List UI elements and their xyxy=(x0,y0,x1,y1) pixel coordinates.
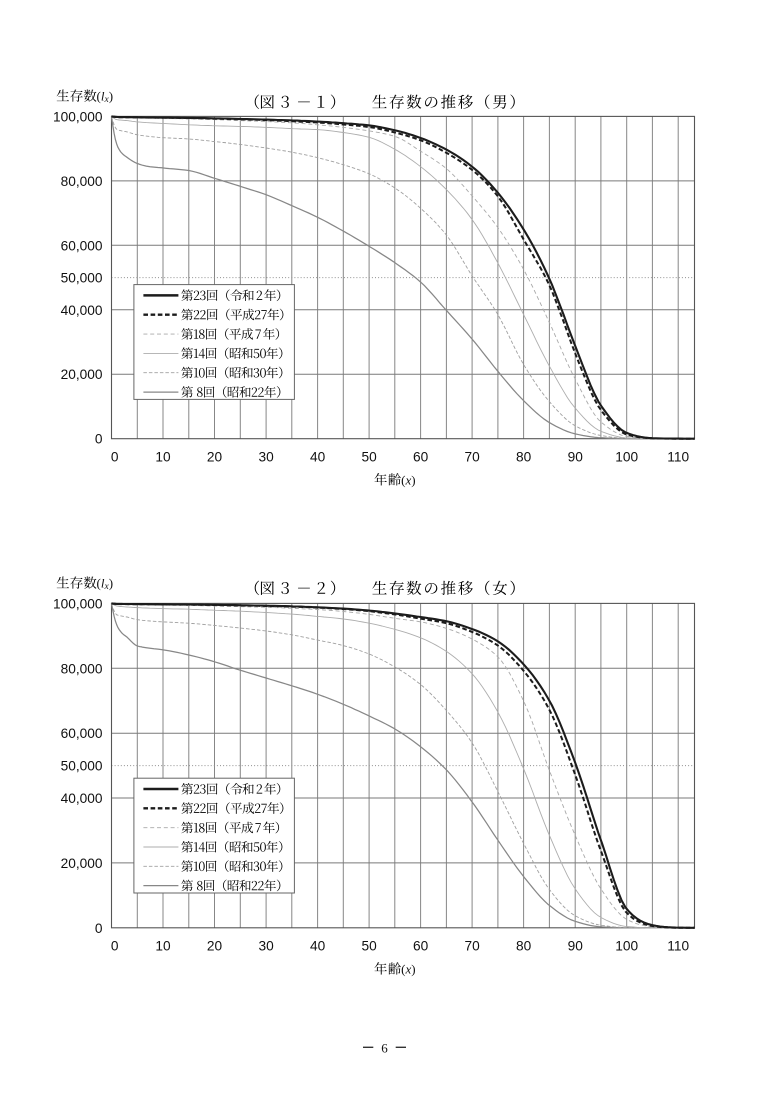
svg-text:80,000: 80,000 xyxy=(61,174,103,189)
svg-text:100: 100 xyxy=(615,449,638,464)
svg-text:100: 100 xyxy=(615,938,638,953)
svg-text:40: 40 xyxy=(310,938,326,953)
svg-text:80: 80 xyxy=(516,938,532,953)
svg-text:100,000: 100,000 xyxy=(53,596,103,611)
svg-text:40: 40 xyxy=(310,449,326,464)
svg-text:40,000: 40,000 xyxy=(61,791,103,806)
svg-text:50: 50 xyxy=(361,938,377,953)
svg-text:0: 0 xyxy=(95,921,103,936)
svg-text:60,000: 60,000 xyxy=(61,238,103,253)
svg-text:50,000: 50,000 xyxy=(61,759,103,774)
svg-text:30: 30 xyxy=(258,938,274,953)
svg-text:(x): (x) xyxy=(401,962,415,977)
svg-text:(lx): (lx) xyxy=(97,89,114,106)
svg-text:60: 60 xyxy=(413,449,429,464)
svg-text:40,000: 40,000 xyxy=(61,303,103,318)
svg-text:70: 70 xyxy=(464,449,480,464)
svg-text:6: 6 xyxy=(381,1040,388,1055)
svg-text:20: 20 xyxy=(207,938,223,953)
svg-text:0: 0 xyxy=(111,449,119,464)
svg-text:80,000: 80,000 xyxy=(61,661,103,676)
svg-text:10: 10 xyxy=(155,938,171,953)
svg-text:20,000: 20,000 xyxy=(61,367,103,382)
svg-text:80: 80 xyxy=(516,449,532,464)
svg-text:30: 30 xyxy=(258,449,274,464)
svg-text:10: 10 xyxy=(155,449,171,464)
svg-text:70: 70 xyxy=(464,938,480,953)
svg-text:(x): (x) xyxy=(401,473,415,488)
svg-text:60,000: 60,000 xyxy=(61,726,103,741)
svg-text:0: 0 xyxy=(111,938,119,953)
svg-text:110: 110 xyxy=(667,938,689,953)
svg-text:90: 90 xyxy=(568,449,584,464)
svg-text:20,000: 20,000 xyxy=(61,856,103,871)
svg-text:110: 110 xyxy=(667,449,689,464)
svg-text:(lx): (lx) xyxy=(97,576,114,593)
svg-text:0: 0 xyxy=(95,432,103,447)
svg-text:90: 90 xyxy=(568,938,584,953)
svg-text:50,000: 50,000 xyxy=(61,271,103,286)
svg-text:60: 60 xyxy=(413,938,429,953)
svg-text:100,000: 100,000 xyxy=(53,109,103,124)
svg-text:50: 50 xyxy=(361,449,377,464)
svg-text:20: 20 xyxy=(207,449,223,464)
